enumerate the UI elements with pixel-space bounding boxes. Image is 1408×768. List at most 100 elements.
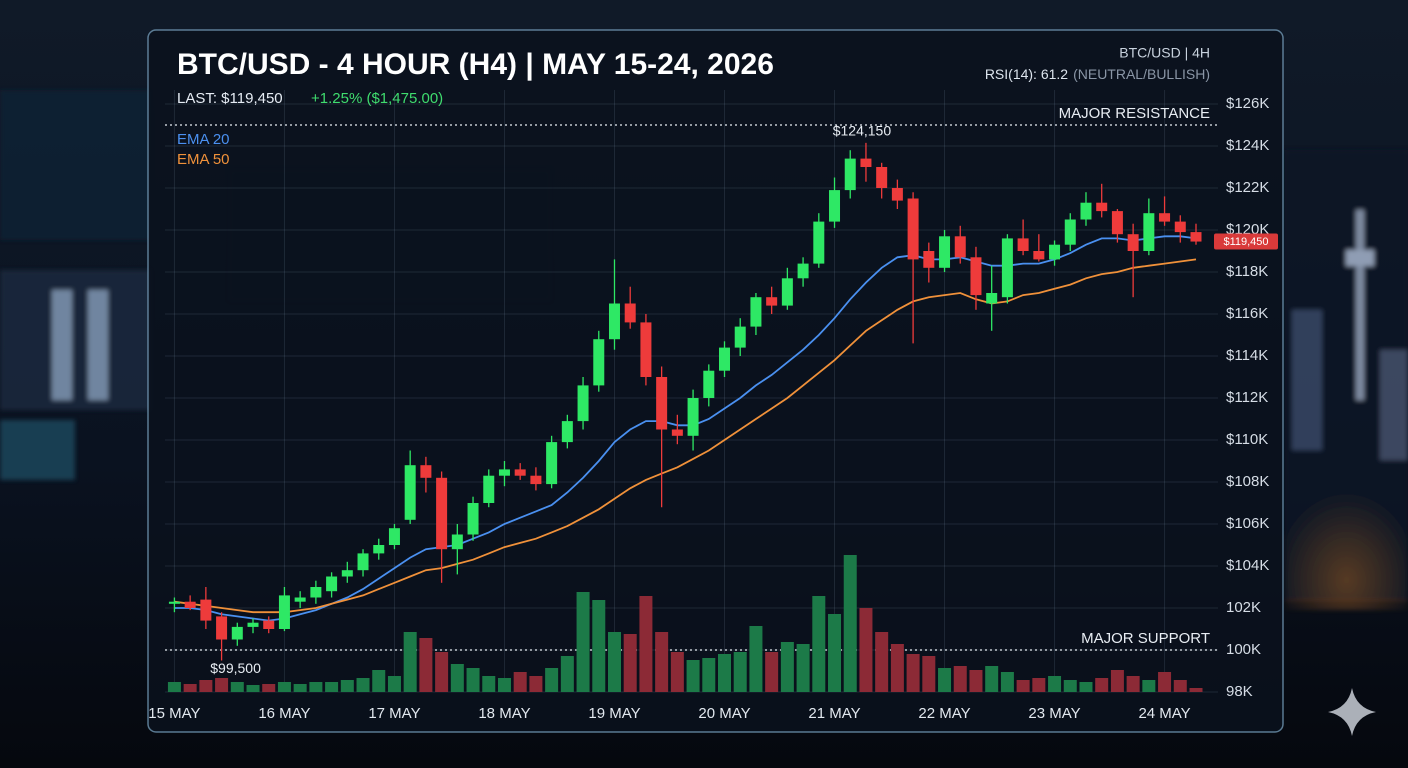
x-tick-label: 17 MAY xyxy=(368,705,420,722)
candle-body xyxy=(876,167,888,188)
volume-bar xyxy=(576,592,590,692)
y-tick-label: $126K xyxy=(1226,95,1269,112)
candle-body xyxy=(891,188,903,201)
volume-bar xyxy=(969,670,983,692)
volume-bar xyxy=(466,668,480,692)
candle-body xyxy=(907,198,919,260)
candle-body xyxy=(388,528,400,545)
x-tick-label: 21 MAY xyxy=(808,705,860,722)
volume-bar xyxy=(529,676,543,692)
candle-body xyxy=(939,236,951,268)
volume-bar xyxy=(812,596,826,692)
volume-bar xyxy=(1110,670,1124,692)
candle-body xyxy=(294,597,306,602)
candle-body xyxy=(923,251,935,268)
volume-bar xyxy=(1063,680,1077,692)
volume-bar xyxy=(592,600,606,692)
legend-entry: EMA 50 xyxy=(177,151,230,168)
candle-body xyxy=(703,370,715,398)
chart-panel xyxy=(147,29,1284,733)
volume-bar xyxy=(497,678,511,692)
volume-bar xyxy=(623,634,637,692)
candle-body xyxy=(813,221,825,264)
candle-body xyxy=(1064,219,1076,245)
candle-body xyxy=(278,595,290,629)
candle-body xyxy=(766,297,778,306)
candle-body xyxy=(577,385,589,422)
volume-bar xyxy=(875,632,889,692)
candle-body xyxy=(1174,221,1186,233)
candle-body xyxy=(1001,238,1013,298)
volume-bar xyxy=(733,652,747,692)
volume-bar xyxy=(922,656,936,692)
volume-bar xyxy=(765,652,779,692)
candle-body xyxy=(1111,211,1123,235)
volume-bar xyxy=(325,682,339,692)
volume-bar xyxy=(953,666,967,692)
volume-bar xyxy=(545,668,559,692)
candle-body xyxy=(1190,232,1202,242)
volume-bar xyxy=(1095,678,1109,692)
volume-bar xyxy=(1126,676,1140,692)
candle-body xyxy=(656,377,668,430)
candle-body xyxy=(420,465,432,478)
y-tick-label: $110K xyxy=(1226,431,1268,448)
x-tick-label: 20 MAY xyxy=(698,705,750,722)
volume-bar xyxy=(780,642,794,692)
x-tick-label: 18 MAY xyxy=(478,705,530,722)
candle-body xyxy=(467,503,479,535)
volume-bar xyxy=(513,672,527,692)
price-annotation: $99,500 xyxy=(210,660,261,676)
volume-bar xyxy=(718,654,732,692)
y-tick-label: $106K xyxy=(1226,515,1269,532)
volume-bar xyxy=(1000,672,1014,692)
candle-body xyxy=(483,475,495,503)
last-price-tag xyxy=(1214,233,1278,250)
candle-body xyxy=(671,429,683,436)
y-tick-label: 100K xyxy=(1226,641,1261,658)
volume-bar xyxy=(215,678,229,692)
volume-bar xyxy=(796,644,810,692)
candle-body xyxy=(168,601,180,604)
candle-body xyxy=(734,326,746,348)
volume-bar xyxy=(859,608,873,692)
volume-bar xyxy=(450,664,464,692)
candle-body xyxy=(608,303,620,340)
last-price-text: LAST: $119,450 xyxy=(177,90,283,107)
chart-title: BTC/USD - 4 HOUR (H4) | MAY 15-24, 2026 xyxy=(177,48,774,81)
volume-bar xyxy=(340,680,354,692)
volume-bar xyxy=(890,644,904,692)
candle-body xyxy=(247,622,259,627)
volume-bar xyxy=(639,596,653,692)
candle-body xyxy=(1159,213,1171,222)
candle-body xyxy=(357,553,369,571)
candle-body xyxy=(781,278,793,306)
candle-body xyxy=(624,303,636,323)
candle-body xyxy=(844,158,856,191)
candle-body xyxy=(498,469,510,476)
candle-body xyxy=(436,477,448,550)
sparkle-icon xyxy=(1328,688,1376,736)
candle-body xyxy=(514,469,526,476)
candle-body xyxy=(593,339,605,386)
y-tick-label: $124K xyxy=(1226,137,1269,154)
legend-entry: EMA 20 xyxy=(177,131,230,148)
candle-body xyxy=(640,322,652,377)
candle-body xyxy=(1017,238,1029,251)
candle-body xyxy=(1033,251,1045,260)
candle-body xyxy=(797,263,809,279)
plot: 98K 100K 102K $104K $106K $108K $110K $112K $114… xyxy=(148,90,1278,722)
candle-body xyxy=(341,570,353,577)
candle-body xyxy=(687,398,699,436)
y-tick-label: $112K xyxy=(1226,389,1268,406)
candle-body xyxy=(404,465,416,520)
volume-bar xyxy=(843,555,857,692)
y-tick-label: 102K xyxy=(1226,599,1261,616)
rsi-label: RSI(14): 61.2 (NEUTRAL/BULLISH) xyxy=(985,66,1210,82)
volume-bar xyxy=(419,638,433,692)
volume-bar xyxy=(356,678,370,692)
candle-body xyxy=(970,257,982,296)
volume-bar xyxy=(607,632,621,692)
candle-body xyxy=(310,587,322,598)
